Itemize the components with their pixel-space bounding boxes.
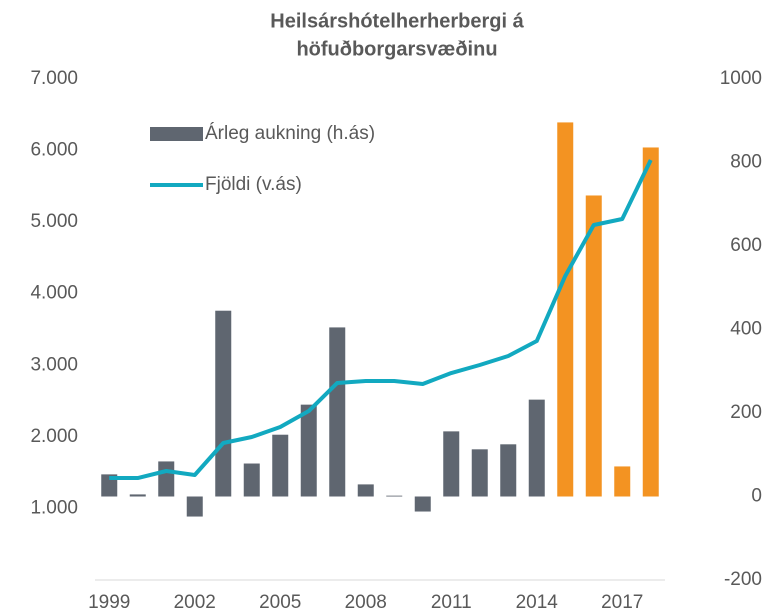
y2-tick-label: 1000 xyxy=(720,68,762,89)
bar xyxy=(585,195,602,497)
y2-tick-label: 800 xyxy=(730,152,762,173)
x-tick-label: 2017 xyxy=(601,592,643,613)
x-tick-label: 2002 xyxy=(174,592,216,613)
y-tick-label: 6.000 xyxy=(30,140,78,161)
y2-tick-label: 0 xyxy=(751,486,762,507)
y-tick-label: 1.000 xyxy=(30,497,78,518)
chart-title: höfuðborgarsvæðinu xyxy=(296,38,497,60)
legend-swatch xyxy=(150,127,203,141)
bar xyxy=(357,484,374,497)
bar xyxy=(414,496,431,512)
line xyxy=(109,159,653,481)
y-tick-label: 4.000 xyxy=(30,283,78,304)
y2-tick-label: 600 xyxy=(730,235,762,256)
bar xyxy=(215,310,232,497)
y2-tick-label: -200 xyxy=(724,569,762,590)
bar xyxy=(471,449,488,497)
chart-title: Heilsárshótelherherbergi á xyxy=(270,10,524,32)
legend-label: Árleg aukning (h.ás) xyxy=(205,123,375,144)
bar xyxy=(129,494,146,497)
x-tick-label: 2014 xyxy=(516,592,559,613)
y-tick-label: 3.000 xyxy=(30,354,78,375)
x-tick-label: 2011 xyxy=(431,592,472,613)
bar xyxy=(329,327,346,497)
x-tick-label: 1999 xyxy=(88,592,130,613)
y-tick-label: 2.000 xyxy=(30,426,78,447)
bar xyxy=(614,466,631,497)
y-tick-label: 5.000 xyxy=(30,211,78,232)
bar xyxy=(272,434,289,497)
y2-tick-label: 400 xyxy=(730,319,762,340)
bar xyxy=(443,431,460,497)
x-tick-label: 2008 xyxy=(345,592,387,613)
bar xyxy=(386,495,403,497)
bar xyxy=(557,122,574,497)
bar xyxy=(300,404,317,497)
y-tick-label: 7.000 xyxy=(30,68,78,89)
bar xyxy=(243,463,260,497)
bar xyxy=(158,461,175,497)
bar xyxy=(642,147,659,497)
x-tick-label: 2005 xyxy=(259,592,301,613)
bar xyxy=(500,444,517,497)
bar xyxy=(528,399,545,497)
legend-label: Fjöldi (v.ás) xyxy=(205,174,302,195)
bar xyxy=(186,496,203,517)
y2-tick-label: 200 xyxy=(730,402,762,423)
